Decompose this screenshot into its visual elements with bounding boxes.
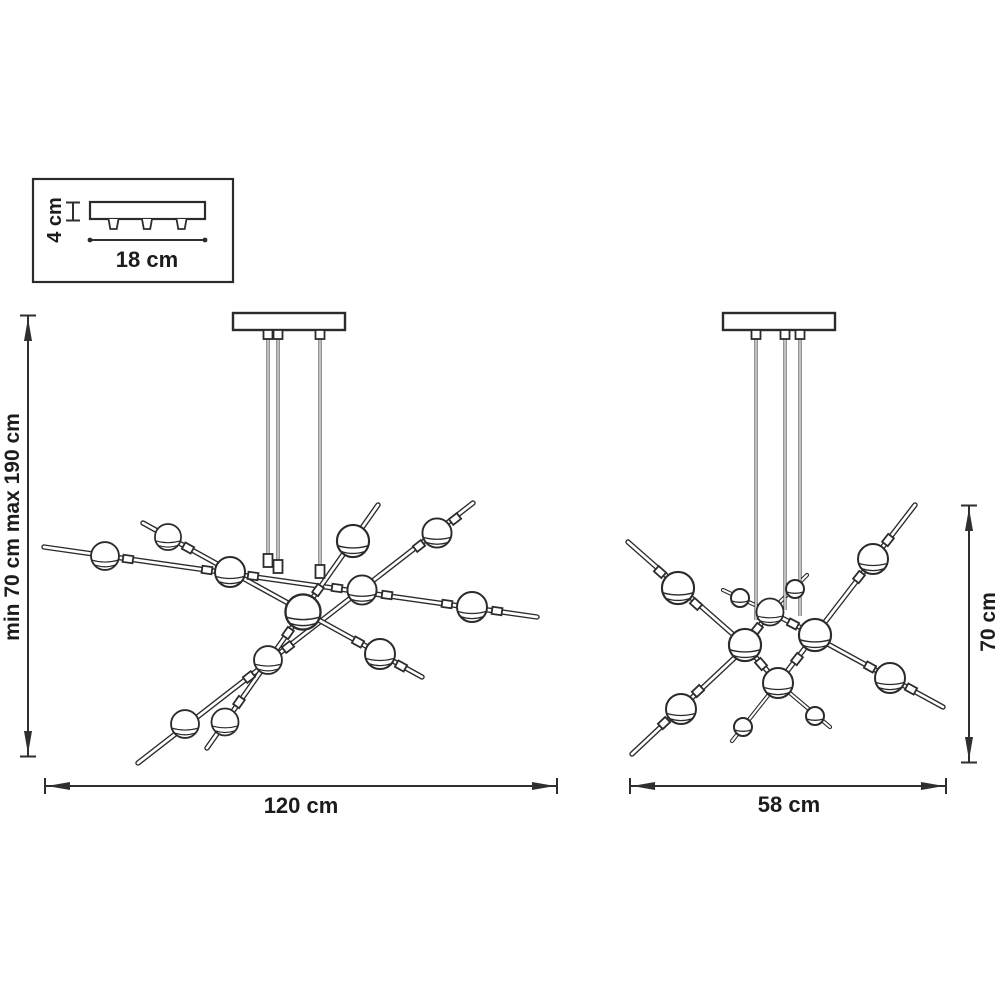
canopy-width-label: 18 cm [115,247,179,272]
chandelier-side-view-drawing [41,311,540,766]
canopy-spec-box [31,177,235,284]
side-view-height-label: min 70 cm max 190 cm [1,413,24,641]
width-dimension-line-left [44,778,558,794]
canopy-drawing [88,200,207,230]
bottom-view-width-label: 58 cm [757,792,821,817]
canopy-width-dimension-line [87,237,208,243]
width-dimension-line-right [629,778,947,794]
canopy-height-label: 4 cm [44,197,66,243]
side-view-width-label: 120 cm [263,793,339,818]
bottom-view-height-label: 70 cm [977,592,1000,652]
height-dimension-line-left [20,314,36,758]
chandelier-bottom-view-drawing [625,311,946,757]
canopy-height-dimension-line [66,201,80,222]
height-dimension-line-right [961,504,977,764]
